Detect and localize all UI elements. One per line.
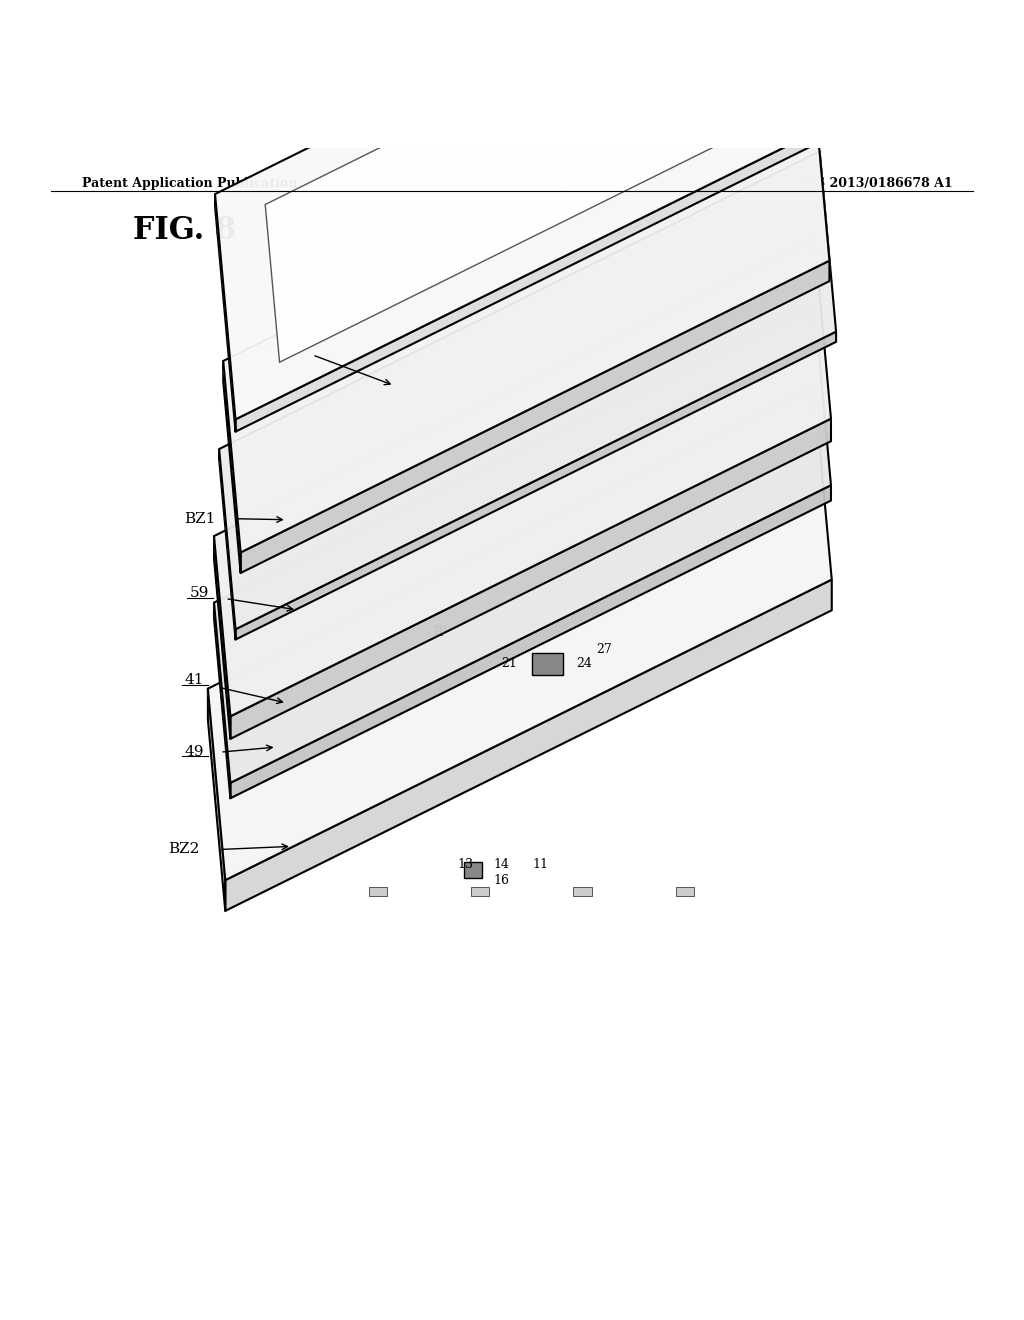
Text: <EX3>: <EX3> <box>287 246 360 263</box>
Polygon shape <box>219 152 836 630</box>
Bar <box>676 887 694 895</box>
Text: 27: 27 <box>596 643 612 656</box>
Text: 11: 11 <box>532 858 549 871</box>
Text: Jul. 25, 2013   Sheet 8 of 19: Jul. 25, 2013 Sheet 8 of 19 <box>333 177 527 190</box>
Text: Patent Application Publication: Patent Application Publication <box>82 177 297 190</box>
Polygon shape <box>230 418 830 739</box>
Text: FIG. 8: FIG. 8 <box>133 215 237 246</box>
Polygon shape <box>230 486 830 799</box>
Text: BZ2: BZ2 <box>169 842 200 857</box>
Polygon shape <box>214 603 230 799</box>
Polygon shape <box>265 0 774 362</box>
Polygon shape <box>208 689 225 911</box>
Bar <box>532 653 563 676</box>
Text: 59: 59 <box>190 586 209 601</box>
Polygon shape <box>223 360 241 573</box>
Bar <box>471 887 489 895</box>
Polygon shape <box>236 128 824 432</box>
Bar <box>369 887 387 895</box>
Polygon shape <box>214 305 830 783</box>
Polygon shape <box>215 0 824 420</box>
Polygon shape <box>219 449 236 639</box>
Bar <box>573 887 592 895</box>
Text: 21: 21 <box>501 656 517 669</box>
Polygon shape <box>215 194 236 432</box>
Text: 16: 16 <box>494 874 510 887</box>
Text: BZ1: BZ1 <box>184 512 215 525</box>
Text: US 2013/0186678 A1: US 2013/0186678 A1 <box>805 177 952 190</box>
Text: 41: 41 <box>184 673 205 688</box>
Text: 13: 13 <box>458 858 474 871</box>
Text: 14: 14 <box>494 858 510 871</box>
Text: IP: IP <box>433 626 447 639</box>
Text: 49: 49 <box>184 746 205 759</box>
Polygon shape <box>241 260 829 573</box>
Text: 24: 24 <box>575 656 592 669</box>
Polygon shape <box>225 579 831 911</box>
Polygon shape <box>214 536 230 739</box>
Polygon shape <box>223 69 829 553</box>
Text: 23: 23 <box>540 656 556 669</box>
Polygon shape <box>236 331 836 639</box>
Polygon shape <box>208 388 831 880</box>
Text: 69: 69 <box>271 338 292 351</box>
Polygon shape <box>214 239 830 717</box>
Bar <box>464 862 482 878</box>
